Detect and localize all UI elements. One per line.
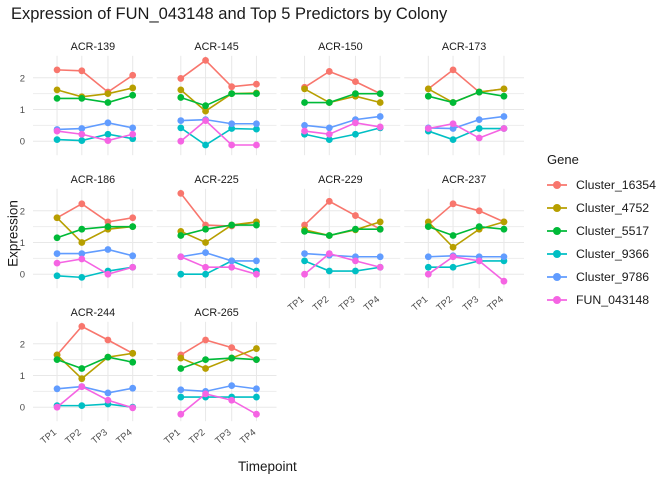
svg-text:TP2: TP2 [63,427,83,447]
svg-text:TP4: TP4 [114,427,134,447]
svg-text:TP2: TP2 [311,294,331,314]
svg-text:TP3: TP3 [213,427,233,447]
svg-text:1: 1 [20,238,25,249]
svg-text:ACR-225: ACR-225 [194,174,238,186]
svg-text:TP1: TP1 [39,427,59,447]
svg-text:0: 0 [20,270,25,281]
svg-text:2: 2 [20,339,25,350]
svg-text:2: 2 [20,73,25,84]
svg-text:ACR-150: ACR-150 [318,41,362,53]
svg-text:TP4: TP4 [362,294,382,314]
svg-text:TP1: TP1 [162,427,182,447]
svg-text:TP1: TP1 [410,294,430,314]
svg-text:1: 1 [20,105,25,116]
svg-text:ACR-186: ACR-186 [71,174,115,186]
svg-text:TP3: TP3 [461,294,481,314]
svg-text:TP2: TP2 [187,427,207,447]
svg-text:ACR-145: ACR-145 [194,41,238,53]
svg-text:TP3: TP3 [89,427,109,447]
svg-text:0: 0 [20,137,25,148]
svg-text:ACR-237: ACR-237 [442,174,486,186]
svg-text:TP1: TP1 [286,294,306,314]
svg-text:TP3: TP3 [337,294,357,314]
svg-text:TP4: TP4 [238,427,258,447]
svg-text:ACR-244: ACR-244 [71,307,115,319]
svg-text:1: 1 [20,371,25,382]
svg-text:2: 2 [20,206,25,217]
svg-text:ACR-139: ACR-139 [71,41,115,53]
svg-text:0: 0 [20,403,25,414]
svg-text:TP4: TP4 [485,294,505,314]
svg-text:ACR-229: ACR-229 [318,174,362,186]
svg-text:ACR-173: ACR-173 [442,41,486,53]
svg-text:TP2: TP2 [435,294,455,314]
svg-text:ACR-265: ACR-265 [194,307,238,319]
